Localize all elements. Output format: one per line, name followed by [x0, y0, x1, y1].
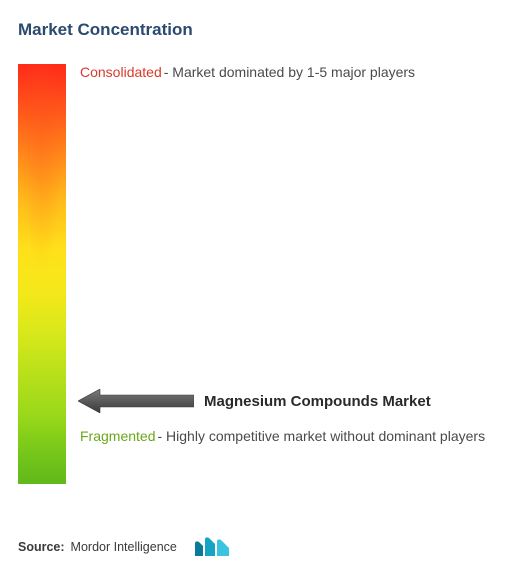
- gradient-scale-bar: [18, 64, 66, 484]
- source-attribution: Source: Mordor Intelligence: [18, 536, 233, 558]
- concentration-chart: Consolidated - Market dominated by 1-5 m…: [18, 64, 495, 504]
- page-title: Market Concentration: [18, 20, 495, 40]
- consolidated-description: - Market dominated by 1-5 major players: [164, 62, 415, 82]
- arrow-left-icon: [78, 389, 194, 413]
- fragmented-description: - Highly competitive market without domi…: [157, 426, 485, 446]
- source-name: Mordor Intelligence: [71, 540, 177, 554]
- market-position-marker: Magnesium Compounds Market: [78, 389, 431, 413]
- fragmented-keyword: Fragmented: [80, 426, 155, 446]
- consolidated-label-row: Consolidated - Market dominated by 1-5 m…: [80, 62, 495, 82]
- mordor-logo-icon: [193, 536, 233, 558]
- fragmented-label-row: Fragmented - Highly competitive market w…: [80, 426, 495, 446]
- source-label: Source:: [18, 540, 65, 554]
- market-name-label: Magnesium Compounds Market: [204, 393, 431, 410]
- consolidated-keyword: Consolidated: [80, 62, 162, 82]
